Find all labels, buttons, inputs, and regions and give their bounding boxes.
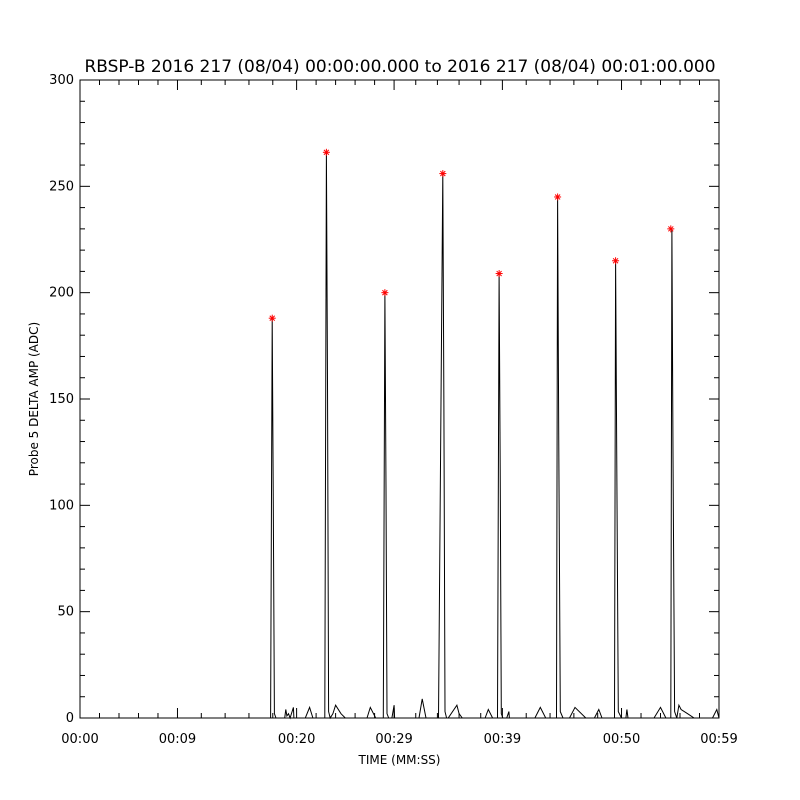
x-tick-label: 00:20 xyxy=(278,732,315,747)
y-tick-label: 50 xyxy=(57,605,74,620)
peak-marker xyxy=(667,225,675,233)
peak-marker-stroke xyxy=(269,315,276,321)
peak-marker xyxy=(495,270,503,278)
peak-marker-stroke xyxy=(496,270,502,277)
x-axis-ticks: 00:00 00:09 00:20 00:29 00:39 00:50 00:59 xyxy=(61,80,738,747)
peak-marker-stroke xyxy=(554,194,561,200)
peak-marker xyxy=(322,148,330,156)
peak-marker-stroke xyxy=(323,149,330,156)
peak-marker xyxy=(268,314,276,322)
peak-marker-stroke xyxy=(440,170,446,177)
y-tick-label: 100 xyxy=(49,498,74,513)
data-line xyxy=(80,152,720,720)
peak-marker xyxy=(439,170,447,178)
y-tick-label: 150 xyxy=(49,392,74,407)
y-tick-label: 200 xyxy=(49,286,74,301)
plot-frame xyxy=(79,79,720,719)
peak-marker-stroke xyxy=(668,226,674,232)
x-axis-label: TIME (MM:SS) xyxy=(358,753,441,767)
x-tick-label: 00:39 xyxy=(484,732,521,747)
peak-marker xyxy=(381,289,389,297)
peak-marker-stroke xyxy=(612,257,619,264)
y-tick-label: 300 xyxy=(49,73,74,88)
peak-marker xyxy=(612,257,620,265)
x-tick-label: 00:00 xyxy=(61,732,98,747)
x-tick-label: 00:29 xyxy=(375,732,412,747)
y-tick-label: 250 xyxy=(49,179,74,194)
y-axis-label: Probe 5 DELTA AMP (ADC) xyxy=(27,322,41,476)
y-tick-label: 0 xyxy=(66,711,74,726)
x-tick-label: 00:09 xyxy=(159,732,196,747)
peak-marker-stroke xyxy=(382,289,388,296)
x-tick-label: 00:50 xyxy=(603,732,640,747)
plot-content xyxy=(80,148,720,720)
peak-marker xyxy=(554,193,562,201)
chart-title: RBSP-B 2016 217 (08/04) 00:00:00.000 to … xyxy=(84,57,715,77)
x-tick-label: 00:59 xyxy=(700,732,737,747)
